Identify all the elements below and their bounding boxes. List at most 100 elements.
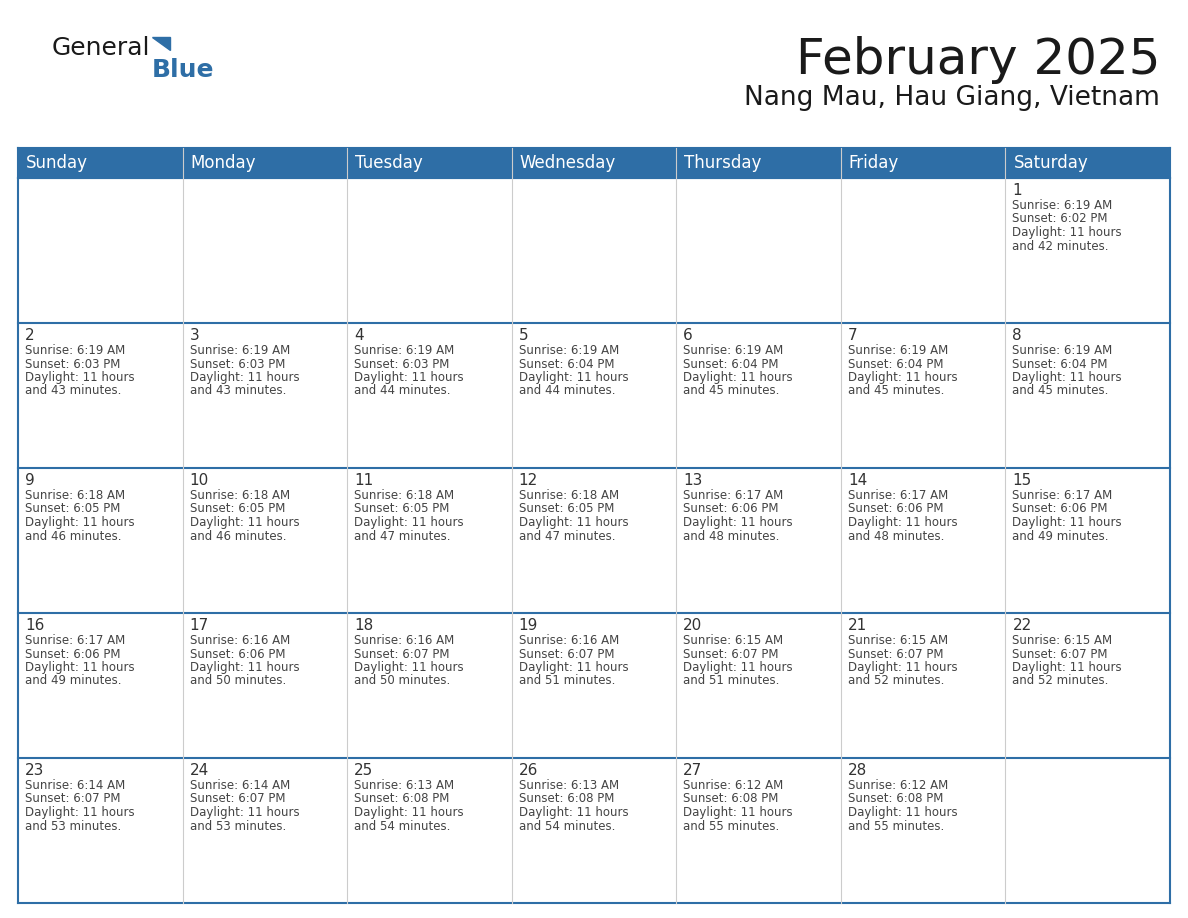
Text: February 2025: February 2025: [796, 36, 1159, 84]
Text: and 48 minutes.: and 48 minutes.: [848, 530, 944, 543]
Text: and 46 minutes.: and 46 minutes.: [25, 530, 121, 543]
Bar: [347, 323, 512, 468]
Text: Daylight: 11 hours: Daylight: 11 hours: [190, 806, 299, 819]
Bar: [841, 613, 1005, 758]
Text: Daylight: 11 hours: Daylight: 11 hours: [190, 516, 299, 529]
Text: Sunset: 6:03 PM: Sunset: 6:03 PM: [25, 357, 120, 371]
Text: Sunrise: 6:19 AM: Sunrise: 6:19 AM: [848, 344, 948, 357]
Text: 23: 23: [25, 763, 44, 778]
Text: and 47 minutes.: and 47 minutes.: [519, 530, 615, 543]
Text: Daylight: 11 hours: Daylight: 11 hours: [25, 516, 134, 529]
Bar: [1005, 178, 1170, 323]
Bar: [841, 178, 1005, 323]
Bar: [18, 468, 183, 613]
Text: Daylight: 11 hours: Daylight: 11 hours: [519, 806, 628, 819]
Bar: [512, 613, 676, 758]
Text: 7: 7: [848, 328, 858, 343]
Text: 26: 26: [519, 763, 538, 778]
Text: Sunrise: 6:13 AM: Sunrise: 6:13 AM: [519, 779, 619, 792]
Bar: [18, 323, 183, 468]
Text: Daylight: 11 hours: Daylight: 11 hours: [519, 516, 628, 529]
Bar: [183, 178, 347, 323]
Bar: [18, 148, 1170, 178]
Bar: [841, 323, 1005, 468]
Text: Daylight: 11 hours: Daylight: 11 hours: [1012, 661, 1121, 674]
Text: and 47 minutes.: and 47 minutes.: [354, 530, 450, 543]
Text: 17: 17: [190, 618, 209, 633]
Text: Sunset: 6:02 PM: Sunset: 6:02 PM: [1012, 212, 1108, 226]
Text: 18: 18: [354, 618, 373, 633]
Text: Sunrise: 6:19 AM: Sunrise: 6:19 AM: [683, 344, 784, 357]
Text: Sunset: 6:06 PM: Sunset: 6:06 PM: [190, 647, 285, 660]
Text: 9: 9: [25, 473, 34, 488]
Text: Sunset: 6:04 PM: Sunset: 6:04 PM: [1012, 357, 1108, 371]
Bar: [347, 468, 512, 613]
Text: Sunrise: 6:16 AM: Sunrise: 6:16 AM: [190, 634, 290, 647]
Text: Sunset: 6:05 PM: Sunset: 6:05 PM: [519, 502, 614, 516]
Bar: [676, 613, 841, 758]
Text: 24: 24: [190, 763, 209, 778]
Text: and 53 minutes.: and 53 minutes.: [25, 820, 121, 833]
Bar: [676, 323, 841, 468]
Bar: [676, 178, 841, 323]
Bar: [347, 758, 512, 903]
Text: Sunset: 6:07 PM: Sunset: 6:07 PM: [683, 647, 779, 660]
Text: Daylight: 11 hours: Daylight: 11 hours: [354, 806, 463, 819]
Text: Sunrise: 6:19 AM: Sunrise: 6:19 AM: [190, 344, 290, 357]
Text: Sunset: 6:04 PM: Sunset: 6:04 PM: [848, 357, 943, 371]
Text: Sunrise: 6:19 AM: Sunrise: 6:19 AM: [1012, 199, 1113, 212]
Text: Daylight: 11 hours: Daylight: 11 hours: [354, 371, 463, 384]
Bar: [183, 613, 347, 758]
Text: and 49 minutes.: and 49 minutes.: [1012, 530, 1108, 543]
Text: Sunset: 6:04 PM: Sunset: 6:04 PM: [519, 357, 614, 371]
Text: Sunrise: 6:16 AM: Sunrise: 6:16 AM: [354, 634, 454, 647]
Text: Daylight: 11 hours: Daylight: 11 hours: [354, 516, 463, 529]
Text: and 54 minutes.: and 54 minutes.: [519, 820, 615, 833]
Text: 25: 25: [354, 763, 373, 778]
Text: 22: 22: [1012, 618, 1031, 633]
Text: 5: 5: [519, 328, 529, 343]
Text: Daylight: 11 hours: Daylight: 11 hours: [848, 806, 958, 819]
Text: Sunset: 6:06 PM: Sunset: 6:06 PM: [1012, 502, 1108, 516]
Text: Sunset: 6:06 PM: Sunset: 6:06 PM: [848, 502, 943, 516]
Text: and 44 minutes.: and 44 minutes.: [354, 385, 450, 397]
Text: Tuesday: Tuesday: [355, 154, 423, 172]
Text: Daylight: 11 hours: Daylight: 11 hours: [683, 516, 792, 529]
Text: Thursday: Thursday: [684, 154, 762, 172]
Text: Daylight: 11 hours: Daylight: 11 hours: [190, 661, 299, 674]
Text: Sunset: 6:07 PM: Sunset: 6:07 PM: [190, 792, 285, 805]
Text: Daylight: 11 hours: Daylight: 11 hours: [848, 661, 958, 674]
Text: and 52 minutes.: and 52 minutes.: [1012, 675, 1108, 688]
Text: Sunrise: 6:14 AM: Sunrise: 6:14 AM: [190, 779, 290, 792]
Text: Sunrise: 6:17 AM: Sunrise: 6:17 AM: [1012, 489, 1113, 502]
Text: Daylight: 11 hours: Daylight: 11 hours: [848, 371, 958, 384]
Text: and 50 minutes.: and 50 minutes.: [354, 675, 450, 688]
Text: Daylight: 11 hours: Daylight: 11 hours: [683, 661, 792, 674]
Text: Sunrise: 6:15 AM: Sunrise: 6:15 AM: [1012, 634, 1112, 647]
Text: 12: 12: [519, 473, 538, 488]
Text: Sunset: 6:08 PM: Sunset: 6:08 PM: [354, 792, 449, 805]
Text: Sunrise: 6:18 AM: Sunrise: 6:18 AM: [519, 489, 619, 502]
Text: Sunrise: 6:14 AM: Sunrise: 6:14 AM: [25, 779, 125, 792]
Text: and 49 minutes.: and 49 minutes.: [25, 675, 121, 688]
Text: and 43 minutes.: and 43 minutes.: [25, 385, 121, 397]
Text: 11: 11: [354, 473, 373, 488]
Bar: [347, 613, 512, 758]
Text: and 45 minutes.: and 45 minutes.: [848, 385, 944, 397]
Text: and 42 minutes.: and 42 minutes.: [1012, 240, 1108, 252]
Text: and 55 minutes.: and 55 minutes.: [848, 820, 944, 833]
Text: Sunrise: 6:15 AM: Sunrise: 6:15 AM: [683, 634, 783, 647]
Text: Daylight: 11 hours: Daylight: 11 hours: [1012, 516, 1121, 529]
Text: Sunrise: 6:19 AM: Sunrise: 6:19 AM: [354, 344, 454, 357]
Bar: [1005, 613, 1170, 758]
Text: 27: 27: [683, 763, 702, 778]
Text: Sunrise: 6:12 AM: Sunrise: 6:12 AM: [848, 779, 948, 792]
Text: and 45 minutes.: and 45 minutes.: [1012, 385, 1108, 397]
Text: Daylight: 11 hours: Daylight: 11 hours: [25, 371, 134, 384]
Text: Sunrise: 6:15 AM: Sunrise: 6:15 AM: [848, 634, 948, 647]
Text: Sunset: 6:08 PM: Sunset: 6:08 PM: [848, 792, 943, 805]
Text: 14: 14: [848, 473, 867, 488]
Bar: [183, 468, 347, 613]
Text: Sunrise: 6:18 AM: Sunrise: 6:18 AM: [190, 489, 290, 502]
Bar: [676, 758, 841, 903]
